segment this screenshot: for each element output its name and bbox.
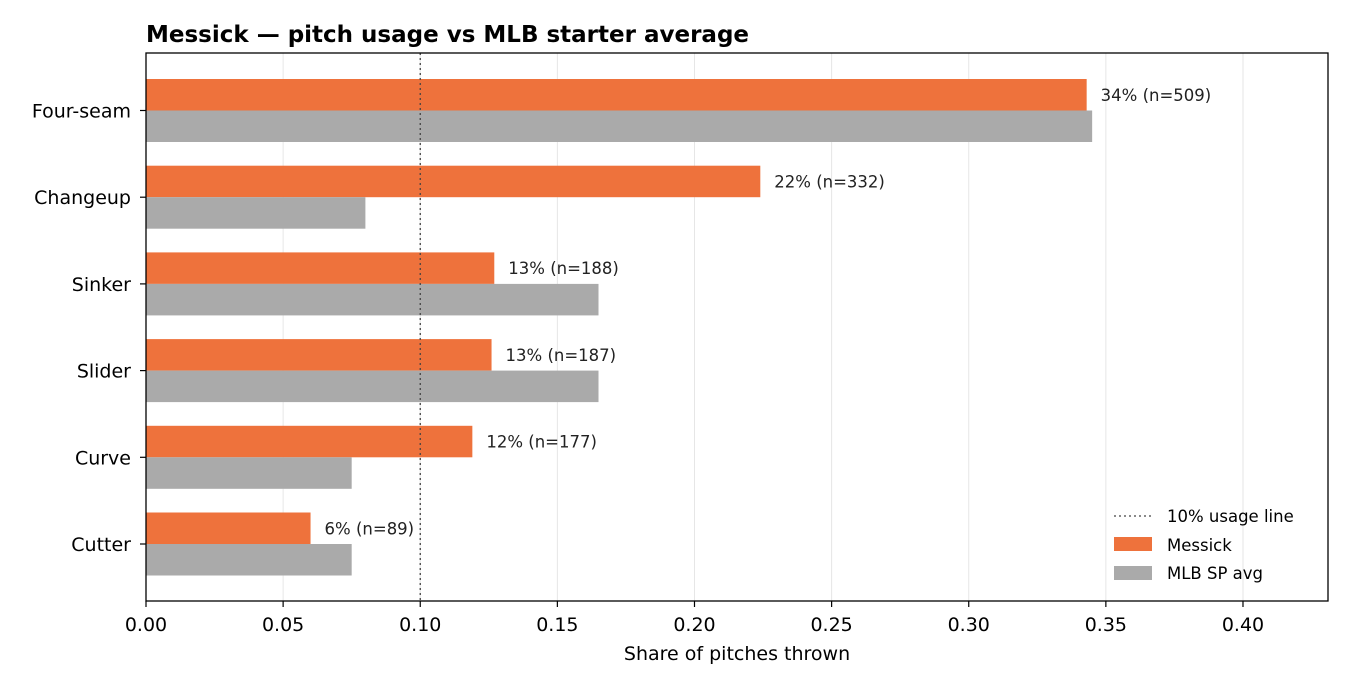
x-tick-label: 0.35 — [1085, 614, 1127, 636]
bar-messick — [146, 339, 492, 371]
chart-title: Messick — pitch usage vs MLB starter ave… — [146, 22, 749, 48]
data-label: 13% (n=188) — [508, 259, 619, 278]
bar-mlb-sp-avg — [146, 457, 352, 489]
x-tick-label: 0.15 — [536, 614, 578, 636]
bar-mlb-sp-avg — [146, 110, 1093, 142]
y-tick-label: Changeup — [34, 187, 131, 209]
bar-mlb-sp-avg — [146, 283, 599, 316]
bar-mlb-sp-avg — [146, 544, 352, 576]
data-label: 12% (n=177) — [486, 433, 597, 452]
bar-mlb-sp-avg — [146, 370, 599, 403]
x-tick-label: 0.40 — [1222, 614, 1264, 636]
bar-messick — [146, 165, 761, 198]
x-axis-label: Share of pitches thrown — [624, 643, 850, 665]
bar-mlb-sp-avg — [146, 197, 366, 229]
data-label: 13% (n=187) — [506, 346, 617, 365]
bar-messick — [146, 252, 495, 284]
x-tick-label: 0.20 — [673, 614, 715, 636]
x-tick-label: 0.30 — [948, 614, 990, 636]
x-tick-label: 0.10 — [399, 614, 441, 636]
legend-label-mlb: MLB SP avg — [1167, 564, 1263, 583]
legend-label-reference: 10% usage line — [1167, 507, 1294, 526]
y-tick-label: Sinker — [72, 274, 131, 296]
legend: 10% usage line Messick MLB SP avg — [1114, 507, 1294, 583]
x-tick-label: 0.00 — [125, 614, 167, 636]
bar-messick — [146, 79, 1087, 111]
x-axis: 0.00 0.05 0.10 0.15 0.20 0.25 0.30 0.35 0.40 — [125, 601, 1264, 636]
y-axis: Four-seam Changeup Sinker Slider Curve Cutter — [32, 101, 146, 556]
data-label: 22% (n=332) — [774, 172, 885, 191]
data-labels: 34% (n=509) 22% (n=332) 13% (n=188) 13% (n=… — [325, 86, 1212, 539]
y-tick-label: Four-seam — [32, 101, 131, 123]
plot-frame — [145, 52, 1329, 602]
data-label: 34% (n=509) — [1101, 86, 1212, 105]
bar-messick — [146, 425, 473, 458]
y-tick-label: Slider — [77, 361, 131, 383]
x-tick-label: 0.05 — [262, 614, 304, 636]
data-label: 6% (n=89) — [325, 519, 415, 538]
y-tick-label: Curve — [75, 447, 131, 469]
legend-label-messick: Messick — [1167, 536, 1232, 555]
legend-mlb-swatch — [1114, 566, 1152, 580]
y-tick-label: Cutter — [71, 534, 131, 556]
legend-messick-swatch — [1114, 537, 1152, 551]
x-tick-label: 0.25 — [810, 614, 852, 636]
bar-messick — [146, 512, 311, 544]
bars — [146, 79, 1093, 576]
